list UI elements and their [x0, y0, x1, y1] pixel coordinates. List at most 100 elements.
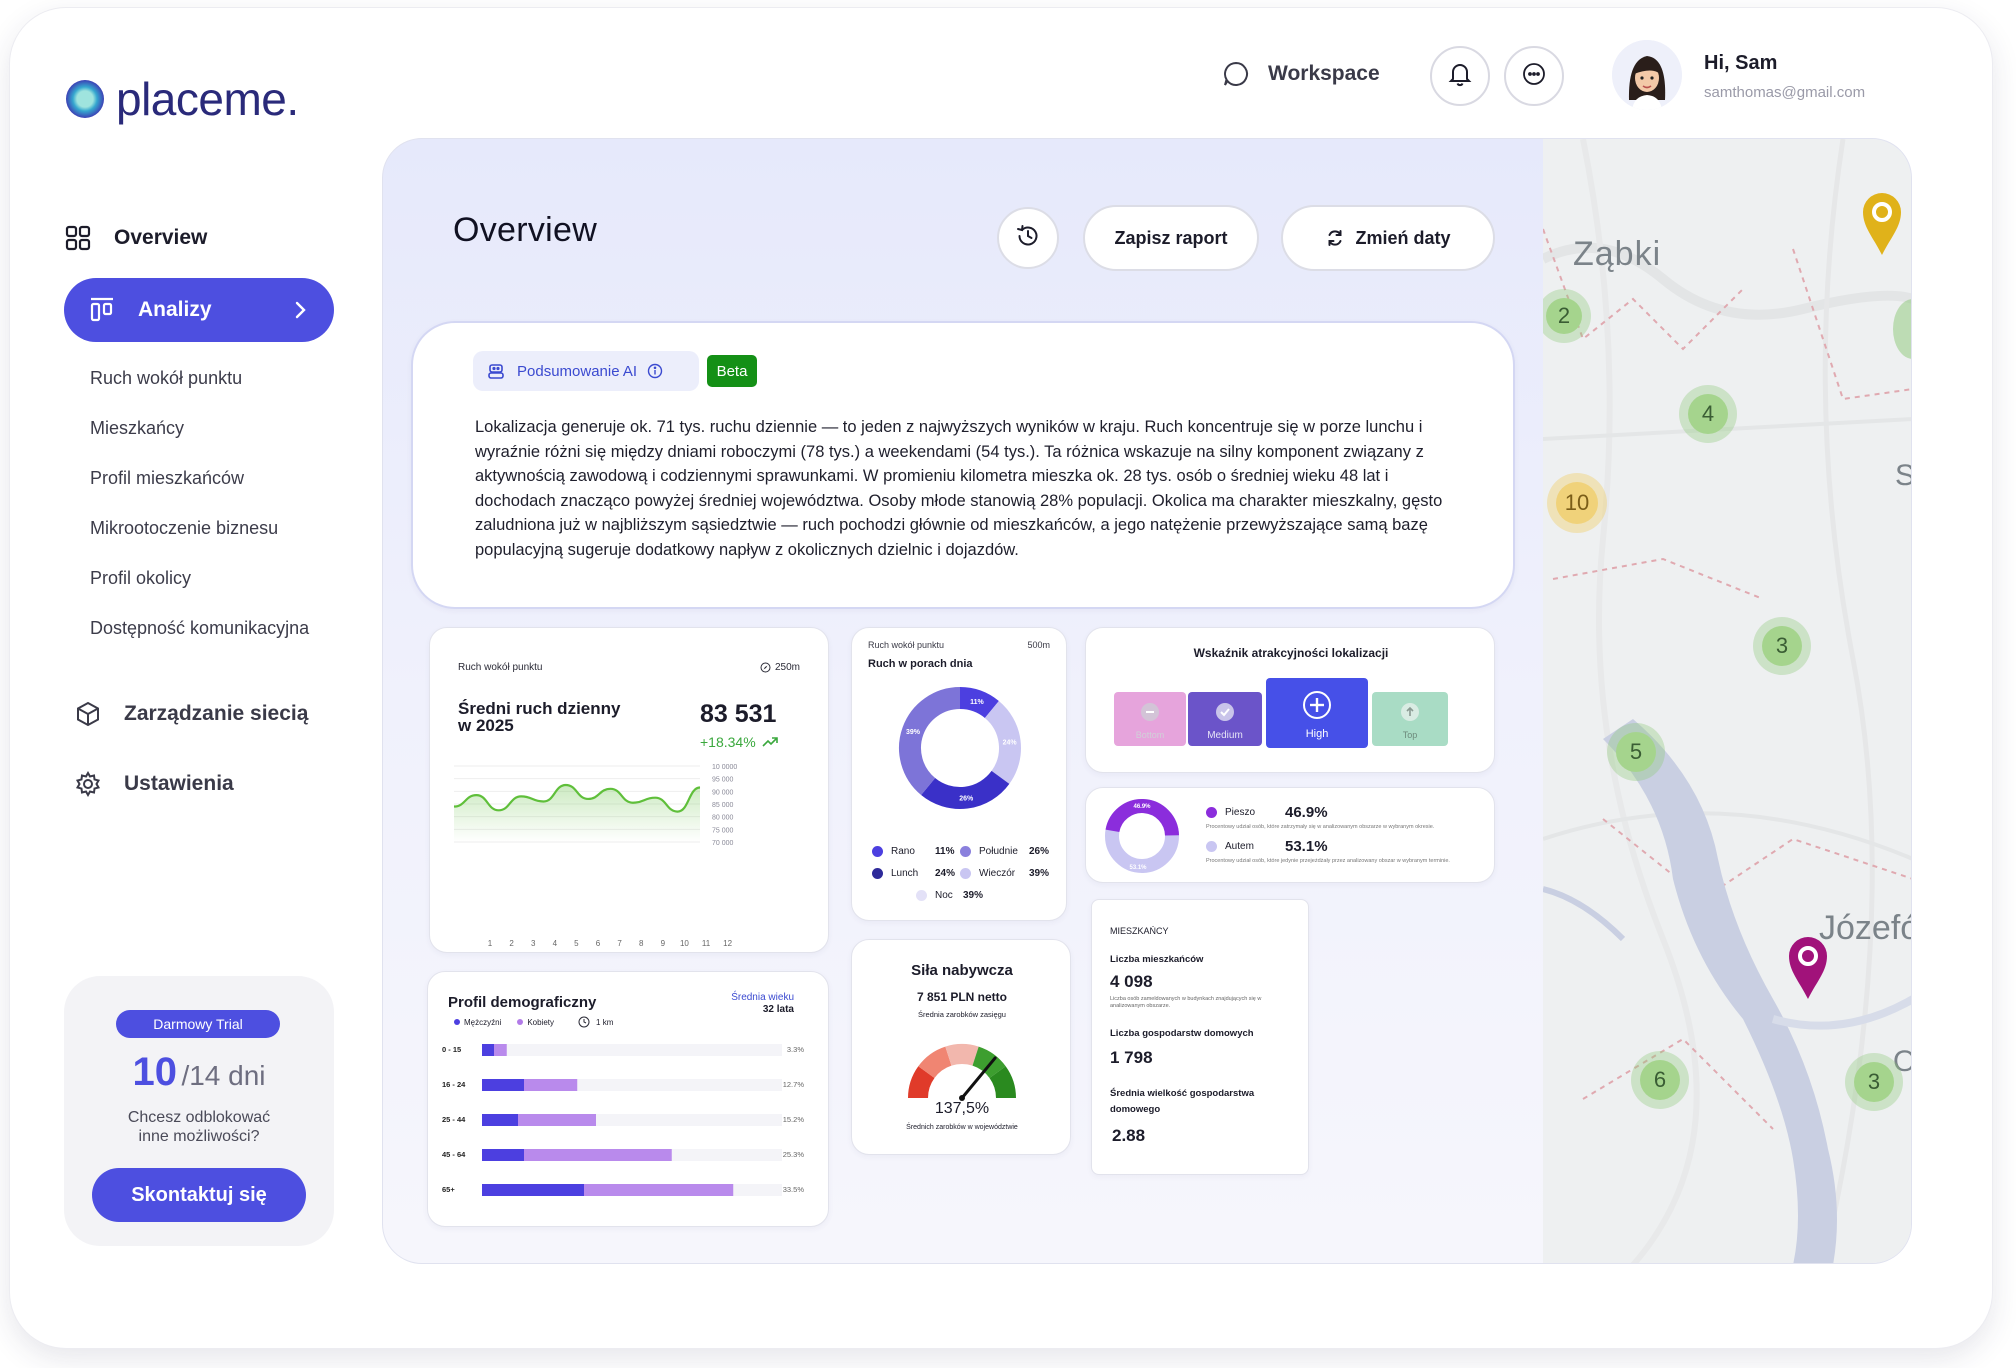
sub-item-mikrootoczenie[interactable]: Mikrootoczenie biznesu	[90, 518, 279, 538]
dayparts-radius: 500m	[1027, 640, 1050, 650]
legend-swatch	[916, 890, 927, 901]
avatar[interactable]	[1612, 40, 1682, 110]
message-dots-icon	[1521, 61, 1547, 92]
nav-item-overview[interactable]: Overview	[64, 224, 207, 252]
sub-item-profil-okolicy[interactable]: Profil okolicy	[90, 568, 192, 588]
level-top[interactable]: Top	[1372, 692, 1448, 746]
map-cluster[interactable]: 4	[1679, 385, 1737, 443]
change-dates-button[interactable]: Zmień daty	[1281, 205, 1495, 271]
level-medium[interactable]: Medium	[1188, 692, 1262, 746]
donut-slice	[984, 701, 1021, 784]
map-pin-magenta-icon[interactable]	[1787, 935, 1829, 1001]
slice-label: 39%	[906, 729, 921, 736]
traffic-change: +18.34%	[700, 734, 778, 750]
x-tick-label: 3	[531, 939, 536, 948]
ai-summary-card: Podsumowanie AI Beta Lokalizacja generuj…	[411, 321, 1515, 609]
gauge-segment	[918, 1046, 952, 1079]
traffic-card-label: Ruch wokół punktu	[458, 662, 543, 673]
compass-icon	[760, 662, 771, 673]
y-tick-label: 95 000	[712, 777, 734, 784]
messages-button[interactable]	[1504, 46, 1564, 106]
legend-noc: Noc 39%	[916, 890, 983, 901]
contact-button[interactable]: Skontaktuj się	[92, 1168, 306, 1222]
dayparts-card: Ruch wokół punktu 500m Ruch w porach dni…	[851, 627, 1067, 921]
traffic-radius: 250m	[760, 662, 800, 673]
mobility-card: 46.9% 53.1% Pieszo 46.9% Procentowy udzia…	[1085, 787, 1495, 883]
donut-slice	[921, 770, 1010, 809]
bar-male	[482, 1044, 494, 1056]
avg-household-label-1: Średnia wielkość gospodarstwa	[1110, 1088, 1255, 1099]
columns-icon	[88, 296, 116, 324]
map-cluster[interactable]: 2	[1543, 289, 1591, 343]
history-button[interactable]	[997, 207, 1059, 269]
ai-summary-pill[interactable]: Podsumowanie AI	[473, 351, 699, 391]
purchasing-card: Siła nabywcza 7 851 PLN netto Średnia za…	[851, 939, 1071, 1155]
logo[interactable]: placeme.	[66, 72, 299, 126]
sub-item-profil-mieszkancow[interactable]: Profil mieszkańców	[90, 468, 245, 488]
avg-household-value: 2.88	[1112, 1126, 1146, 1145]
nav-item-settings[interactable]: Ustawienia	[74, 770, 234, 798]
workspace-link[interactable]: Workspace	[1222, 60, 1380, 88]
map-cluster-count: 3	[1762, 626, 1802, 666]
map-cluster[interactable]: 10	[1547, 473, 1607, 533]
map-view[interactable]: Ząbki Józefó S O 2 4 10 3 5 6 3	[1543, 139, 1911, 1263]
bar-female	[494, 1044, 507, 1056]
avg-household-label-2: domowego	[1110, 1104, 1161, 1115]
nav-overview-label: Overview	[114, 226, 208, 249]
map-cluster-partial[interactable]	[1893, 299, 1911, 359]
map-cluster-count: 10	[1556, 482, 1598, 524]
trial-card: Darmowy Trial 10 /14 dni Chcesz odblokow…	[64, 976, 334, 1246]
level-bottom[interactable]: Bottom	[1114, 692, 1186, 746]
donut-slice	[959, 687, 999, 719]
avg-age-label: Średnia wieku	[731, 992, 794, 1003]
x-tick-label: 1	[488, 939, 493, 948]
legend-swatch	[960, 868, 971, 879]
avg-age: Średnia wieku 32 lata	[731, 992, 794, 1016]
history-icon	[1015, 223, 1041, 254]
map-cluster[interactable]: 3	[1753, 617, 1811, 675]
y-tick-label: 10 0000	[712, 764, 737, 771]
logo-text: placeme.	[116, 73, 299, 125]
legend-wieczor: Wieczór 39%	[960, 868, 1049, 879]
trial-question: Chcesz odblokować inne możliwości?	[84, 1108, 314, 1146]
purchasing-title: Siła nabywcza	[911, 962, 1013, 979]
gauge-hub	[959, 1095, 965, 1101]
nav-item-network[interactable]: Zarządzanie siecią	[74, 700, 308, 728]
donut-walk-label: 46.9%	[1133, 804, 1151, 810]
traffic-title-line-1: Średni ruch dzienny	[458, 699, 621, 718]
save-report-button[interactable]: Zapisz raport	[1083, 205, 1259, 271]
map-cluster-count: 5	[1616, 732, 1656, 772]
gauge-segment	[972, 1046, 1006, 1079]
map-pin-yellow-icon[interactable]	[1861, 191, 1903, 257]
pct-label: 12.7%	[783, 1080, 805, 1089]
map-cluster[interactable]: 5	[1607, 723, 1665, 781]
level-high[interactable]: High	[1266, 678, 1368, 748]
main-panel: Overview Zapisz raport Zmień daty Podsum…	[382, 138, 1912, 1264]
info-icon[interactable]	[647, 363, 663, 379]
sub-item-ruch[interactable]: Ruch wokół punktu	[90, 368, 243, 388]
purchasing-value: 7 851 PLN netto	[916, 990, 1008, 1004]
x-tick-label: 8	[639, 939, 644, 948]
change-dates-label: Zmień daty	[1355, 227, 1451, 248]
line-area	[454, 785, 700, 842]
x-tick-label: 4	[553, 939, 558, 948]
plus-circle-icon	[1303, 691, 1331, 719]
residents-card: MIESZKAŃCY Liczba mieszkańców 4 098 Licz…	[1091, 899, 1309, 1175]
dayparts-title: Ruch w porach dnia	[868, 658, 973, 670]
map-cluster[interactable]: 3	[1845, 1053, 1903, 1111]
traffic-title: Średni ruch dzienny w 2025	[458, 700, 620, 734]
sub-item-dostepnosc[interactable]: Dostępność komunikacyjna	[90, 618, 310, 638]
slice-label: 11%	[970, 699, 984, 706]
map-cluster[interactable]: 6	[1631, 1051, 1689, 1109]
gauge-segment	[989, 1066, 1016, 1099]
x-tick-label: 10	[680, 939, 689, 948]
sub-item-mieszkancy[interactable]: Mieszkańcy	[90, 418, 185, 438]
dayparts-donut-chart: 11% 24% 26% 39%	[899, 687, 1021, 809]
y-tick-label: 80 000	[712, 815, 734, 822]
arrow-up-circle-icon	[1401, 703, 1419, 721]
legend-swatch	[960, 846, 971, 857]
nav-item-analizy[interactable]: Analizy	[64, 278, 334, 342]
x-tick-label: 5	[574, 939, 579, 948]
notifications-button[interactable]	[1430, 46, 1490, 106]
trial-question-line-1: Chcesz odblokować	[127, 1109, 271, 1126]
